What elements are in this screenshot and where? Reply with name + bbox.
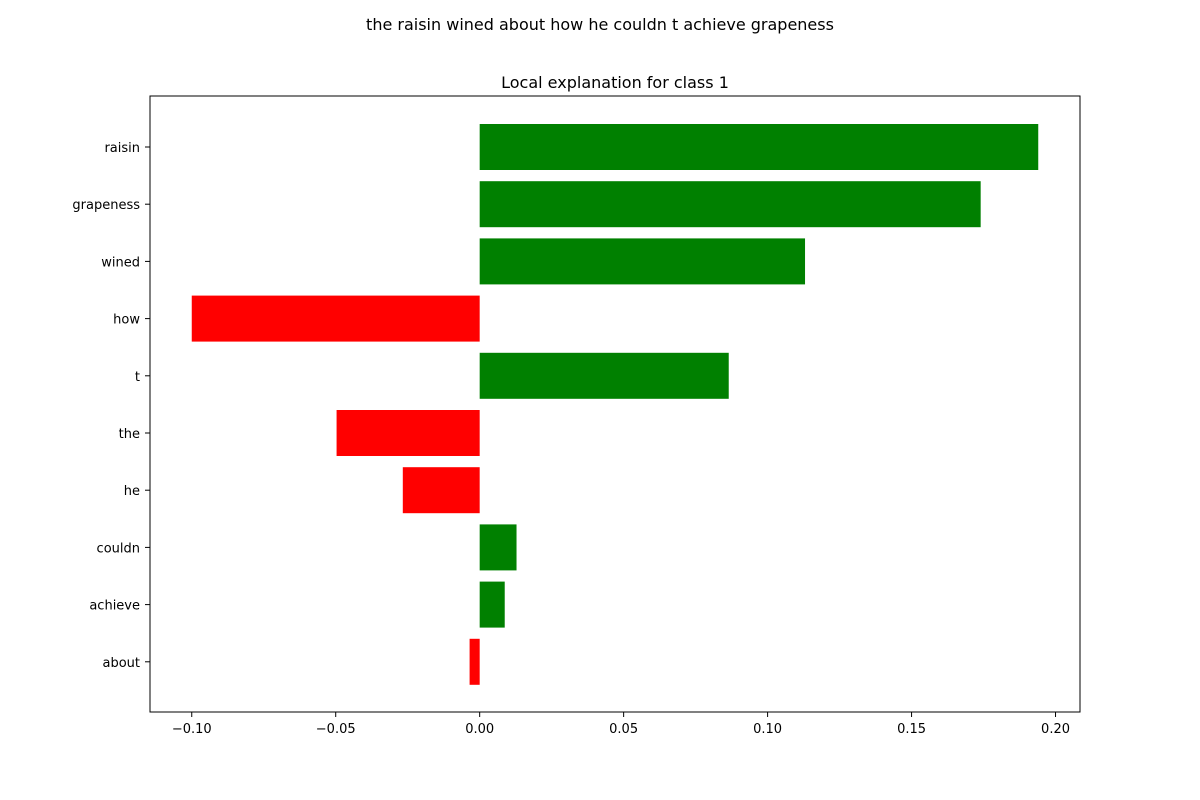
y-tick-label: t: [135, 370, 140, 385]
chart-title: Local explanation for class 1: [501, 73, 729, 92]
x-tick-label: −0.10: [172, 722, 212, 737]
y-tick-label: achieve: [89, 599, 140, 614]
y-tick-label: couldn: [97, 541, 140, 556]
x-axis: −0.10 −0.05 0.00 0.05 0.10 0.15 0.20: [172, 712, 1070, 737]
bar-grapeness: [479, 181, 981, 228]
bar-about: [469, 638, 480, 685]
x-tick-label: −0.05: [316, 722, 356, 737]
bar-he: [402, 467, 480, 514]
x-tick-label: 0.00: [465, 722, 494, 737]
x-tick-label: 0.10: [753, 722, 782, 737]
x-tick-label: 0.05: [609, 722, 638, 737]
y-axis: raisin grapeness wined how t the he couldn achie…: [72, 141, 150, 671]
bar-t: [479, 352, 729, 399]
bars-group: [191, 124, 1039, 685]
y-tick-label: wined: [101, 255, 140, 270]
bar-raisin: [479, 124, 1039, 170]
bar-achieve: [479, 581, 505, 628]
bar-the: [336, 410, 480, 456]
bar-couldn: [479, 524, 517, 571]
chart-suptitle: the raisin wined about how he couldn t a…: [366, 15, 834, 34]
x-tick-label: 0.15: [897, 722, 926, 737]
y-tick-label: about: [102, 656, 140, 671]
y-tick-label: how: [113, 313, 140, 328]
x-tick-label: 0.20: [1041, 722, 1070, 737]
bar-how: [191, 295, 480, 342]
y-tick-label: the: [119, 427, 140, 442]
plot-area-frame: [149, 95, 1081, 713]
y-tick-label: raisin: [104, 141, 140, 156]
y-tick-label: grapeness: [72, 198, 140, 213]
y-tick-label: he: [124, 484, 140, 499]
bar-wined: [479, 238, 806, 285]
